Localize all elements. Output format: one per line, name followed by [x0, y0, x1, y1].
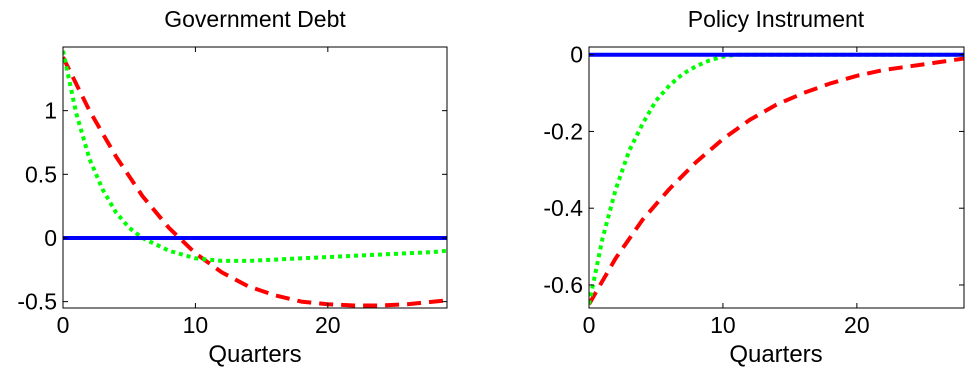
- plot-frame: [588, 46, 965, 309]
- series-line-dotted: [589, 52, 964, 305]
- x-tick-label: 10: [710, 312, 736, 338]
- x-tick-label: 20: [844, 312, 870, 338]
- x-axis-label: Quarters: [729, 341, 822, 368]
- x-tick-label: 10: [183, 312, 209, 338]
- plot-frame: [62, 46, 448, 309]
- axis-ticks: 0 10 20 -0.6 -0.4 -0.2 0: [543, 42, 964, 338]
- y-tick-label: -0.6: [543, 272, 583, 298]
- plot-area: [63, 50, 447, 308]
- y-tick-label: 0: [570, 42, 583, 68]
- panel-title: Policy Instrument: [688, 6, 865, 32]
- panel-government-debt: Government Debt 0 10 20-0.500.51 Quarters: [17, 6, 448, 368]
- y-tick-label: 0: [44, 225, 57, 251]
- x-tick-label: 0: [583, 312, 596, 338]
- y-tick-label: -0.2: [543, 118, 583, 144]
- series-line-dashed: [589, 56, 964, 306]
- axis-ticks: 0 10 20-0.500.51: [17, 47, 447, 338]
- y-tick-label: 0.5: [25, 161, 57, 187]
- y-tick-label: -0.5: [17, 289, 57, 315]
- x-tick-label: 20: [315, 312, 341, 338]
- panel-title: Government Debt: [164, 6, 346, 32]
- series-line-dashed: [63, 56, 447, 308]
- x-tick-label: 0: [57, 312, 70, 338]
- series-line-dotted: [63, 50, 447, 263]
- panel-policy-instrument: Policy Instrument 0 10 20 -0.6 -0.4 -0.2 0 Qua…: [543, 6, 965, 368]
- y-tick-label: 1: [44, 98, 57, 124]
- y-tick-label: -0.4: [543, 195, 583, 221]
- x-axis-label: Quarters: [208, 341, 301, 368]
- plot-area: [589, 52, 964, 306]
